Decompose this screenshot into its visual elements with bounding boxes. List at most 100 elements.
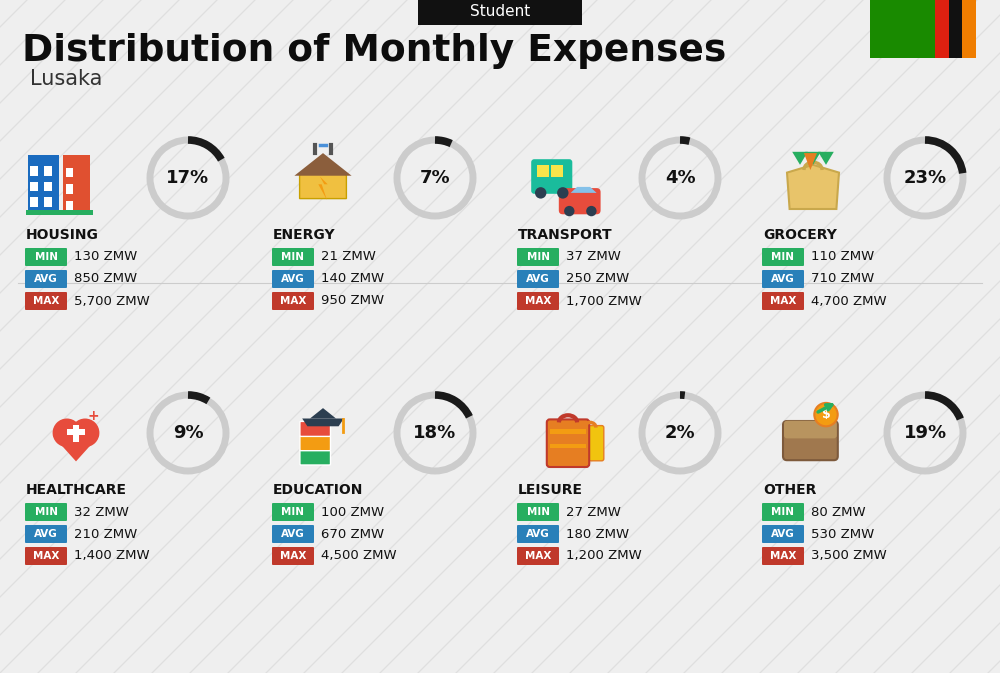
Text: 250 ZMW: 250 ZMW xyxy=(566,273,629,285)
Text: 32 ZMW: 32 ZMW xyxy=(74,505,129,518)
Text: 4%: 4% xyxy=(665,169,695,187)
Bar xyxy=(30,197,38,207)
Text: 180 ZMW: 180 ZMW xyxy=(566,528,629,540)
Text: AVG: AVG xyxy=(526,529,550,539)
Text: 23%: 23% xyxy=(903,169,947,187)
FancyBboxPatch shape xyxy=(25,292,67,310)
Text: MIN: MIN xyxy=(282,507,304,517)
FancyBboxPatch shape xyxy=(300,450,330,465)
FancyBboxPatch shape xyxy=(517,525,559,543)
Text: +: + xyxy=(87,409,99,423)
FancyBboxPatch shape xyxy=(25,525,67,543)
FancyBboxPatch shape xyxy=(783,421,838,460)
FancyBboxPatch shape xyxy=(762,547,804,565)
FancyBboxPatch shape xyxy=(762,525,804,543)
Text: MIN: MIN xyxy=(34,507,58,517)
Bar xyxy=(962,0,976,58)
Bar xyxy=(73,425,79,442)
Text: Distribution of Monthly Expenses: Distribution of Monthly Expenses xyxy=(22,33,726,69)
FancyBboxPatch shape xyxy=(547,419,589,467)
Text: 1,200 ZMW: 1,200 ZMW xyxy=(566,549,642,563)
Circle shape xyxy=(53,419,81,447)
Text: 18%: 18% xyxy=(413,424,457,442)
Text: AVG: AVG xyxy=(526,274,550,284)
Text: 21 ZMW: 21 ZMW xyxy=(321,250,376,264)
Text: HOUSING: HOUSING xyxy=(26,228,99,242)
Text: 9%: 9% xyxy=(173,424,203,442)
Bar xyxy=(30,182,38,191)
FancyBboxPatch shape xyxy=(517,270,559,288)
Text: MIN: MIN xyxy=(282,252,304,262)
Text: 7%: 7% xyxy=(420,169,450,187)
Text: AVG: AVG xyxy=(34,529,58,539)
Polygon shape xyxy=(302,419,344,426)
Bar xyxy=(63,155,90,214)
Bar xyxy=(30,166,38,176)
Polygon shape xyxy=(804,153,817,170)
Text: AVG: AVG xyxy=(281,274,305,284)
Polygon shape xyxy=(571,187,597,193)
Polygon shape xyxy=(805,152,821,165)
Text: MIN: MIN xyxy=(772,507,794,517)
Bar xyxy=(67,429,85,435)
Bar xyxy=(550,429,586,434)
Bar xyxy=(550,444,586,448)
Bar xyxy=(44,166,52,176)
Text: Lusaka: Lusaka xyxy=(30,69,102,89)
Text: 210 ZMW: 210 ZMW xyxy=(74,528,137,540)
Text: 17%: 17% xyxy=(166,169,210,187)
FancyBboxPatch shape xyxy=(272,270,314,288)
Text: 37 ZMW: 37 ZMW xyxy=(566,250,621,264)
Text: HEALTHCARE: HEALTHCARE xyxy=(26,483,127,497)
Bar xyxy=(537,165,548,176)
FancyBboxPatch shape xyxy=(559,188,601,214)
Text: MAX: MAX xyxy=(280,551,306,561)
FancyBboxPatch shape xyxy=(576,425,604,461)
FancyBboxPatch shape xyxy=(25,270,67,288)
Text: $: $ xyxy=(822,408,830,421)
Text: 850 ZMW: 850 ZMW xyxy=(74,273,137,285)
Text: MIN: MIN xyxy=(526,252,550,262)
Text: MAX: MAX xyxy=(280,296,306,306)
Text: ENERGY: ENERGY xyxy=(273,228,336,242)
FancyBboxPatch shape xyxy=(762,270,804,288)
FancyBboxPatch shape xyxy=(272,248,314,266)
Text: MAX: MAX xyxy=(33,296,59,306)
FancyBboxPatch shape xyxy=(25,248,67,266)
Text: 950 ZMW: 950 ZMW xyxy=(321,295,384,308)
Polygon shape xyxy=(792,152,808,165)
FancyBboxPatch shape xyxy=(517,248,559,266)
Text: MAX: MAX xyxy=(525,296,551,306)
Text: Student: Student xyxy=(470,5,530,20)
Polygon shape xyxy=(310,408,336,419)
Text: AVG: AVG xyxy=(281,529,305,539)
Text: 2%: 2% xyxy=(665,424,695,442)
Text: AVG: AVG xyxy=(34,274,58,284)
Text: 5,700 ZMW: 5,700 ZMW xyxy=(74,295,150,308)
Text: TRANSPORT: TRANSPORT xyxy=(518,228,613,242)
Text: 670 ZMW: 670 ZMW xyxy=(321,528,384,540)
Bar xyxy=(66,184,73,194)
Text: MAX: MAX xyxy=(33,551,59,561)
Text: 4,700 ZMW: 4,700 ZMW xyxy=(811,295,887,308)
Bar xyxy=(44,182,52,191)
Text: GROCERY: GROCERY xyxy=(763,228,837,242)
Polygon shape xyxy=(787,165,839,209)
Text: MAX: MAX xyxy=(525,551,551,561)
FancyBboxPatch shape xyxy=(272,525,314,543)
FancyBboxPatch shape xyxy=(517,547,559,565)
Bar xyxy=(26,210,93,215)
Circle shape xyxy=(564,206,574,216)
FancyBboxPatch shape xyxy=(517,503,559,521)
Circle shape xyxy=(557,187,569,199)
FancyBboxPatch shape xyxy=(762,248,804,266)
FancyBboxPatch shape xyxy=(762,503,804,521)
Text: MIN: MIN xyxy=(772,252,794,262)
FancyBboxPatch shape xyxy=(272,292,314,310)
Text: 130 ZMW: 130 ZMW xyxy=(74,250,137,264)
FancyBboxPatch shape xyxy=(531,160,572,194)
Text: AVG: AVG xyxy=(771,274,795,284)
Bar xyxy=(66,168,73,178)
FancyBboxPatch shape xyxy=(272,547,314,565)
Bar xyxy=(870,0,975,58)
